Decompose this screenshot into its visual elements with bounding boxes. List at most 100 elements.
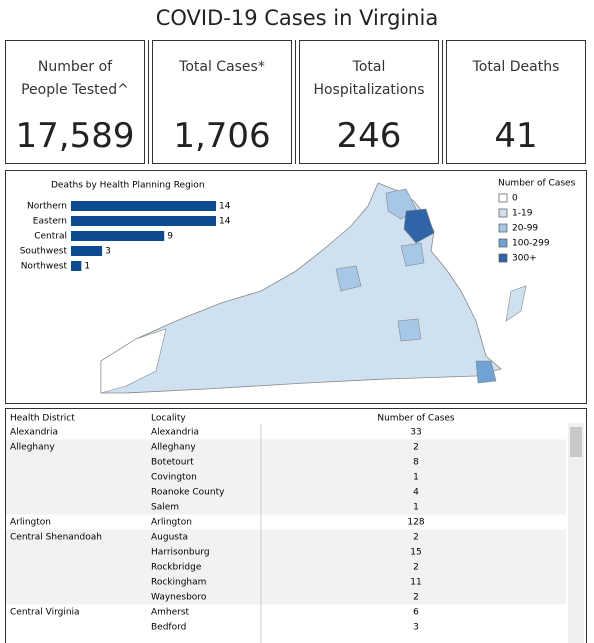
- kpi-card: Total Deaths 41: [446, 40, 586, 164]
- table-row: [6, 424, 566, 440]
- legend-swatch: [498, 223, 508, 233]
- table-cell: 4: [413, 488, 419, 498]
- table-cell: Waynesboro: [151, 593, 207, 603]
- map-region: [403, 208, 435, 244]
- map-region: [397, 318, 422, 342]
- table-cell: 11: [410, 578, 421, 588]
- column-header: Locality: [151, 414, 186, 424]
- bar-value-label: 3: [105, 247, 111, 257]
- table-cell: 15: [410, 548, 421, 558]
- kpi-label: Number of People Tested^: [21, 59, 129, 98]
- table-cell: Arlington: [10, 518, 51, 528]
- kpi-card: Number of People Tested^ 17,589: [5, 40, 145, 164]
- map-region: [335, 265, 362, 292]
- table-cell: Augusta: [151, 533, 188, 543]
- table-cell: Arlington: [151, 518, 192, 528]
- column-header: Number of Cases: [377, 414, 455, 424]
- table-cell: 1: [413, 503, 419, 513]
- table-cell: Bedford: [151, 623, 186, 633]
- bar: [71, 201, 216, 211]
- table-row: [6, 469, 566, 485]
- bar-category-label: Northern: [27, 202, 67, 212]
- table-cell: Salem: [151, 503, 179, 513]
- legend-swatch: [498, 208, 508, 218]
- table-cell: Harrisonburg: [151, 548, 210, 558]
- virginia-map: [100, 182, 502, 394]
- bar-value-label: 1: [84, 262, 90, 272]
- table-cell: Central Shenandoah: [10, 533, 102, 543]
- table-cell: Botetourt: [151, 458, 194, 468]
- table-cell: 2: [413, 443, 419, 453]
- table-cell: Amherst: [151, 608, 190, 618]
- kpi-label: Total Deaths: [472, 59, 560, 75]
- table-cell: Roanoke County: [151, 488, 225, 498]
- legend-label: 0: [512, 194, 518, 204]
- table-row: [6, 454, 566, 470]
- kpi-card: Total Hospitalizations 246: [299, 40, 439, 164]
- table-row: [6, 574, 566, 590]
- cases-table: Health District Locality Number of Cases Al…: [5, 408, 587, 643]
- table-cell: Alleghany: [10, 443, 55, 453]
- table-cell: Alexandria: [151, 428, 199, 438]
- bar-category-label: Southwest: [20, 247, 68, 257]
- map-region: [475, 360, 497, 384]
- table-row: [6, 514, 566, 530]
- table-cell: Rockbridge: [151, 563, 202, 573]
- table-cell: Rockingham: [151, 578, 206, 588]
- table-cell: 3: [413, 623, 419, 633]
- kpi-value: 1,706: [173, 116, 271, 156]
- scrollbar-thumb[interactable]: [570, 427, 582, 457]
- legend-label: 20-99: [512, 224, 538, 234]
- table-row: [6, 529, 566, 545]
- legend-label: 300+: [512, 254, 537, 264]
- kpi-label: Total Cases*: [179, 59, 265, 75]
- table-cell: 2: [413, 563, 419, 573]
- map-region: [100, 328, 167, 394]
- bar-value-label: 14: [219, 202, 231, 212]
- table-row: [6, 499, 566, 515]
- column-header: Health District: [10, 414, 75, 424]
- legend-swatch: [498, 193, 508, 203]
- table-cell: 128: [407, 518, 424, 528]
- table-cell: 2: [413, 593, 419, 603]
- table-row: [6, 484, 566, 500]
- table-cell: 2: [413, 533, 419, 543]
- table-cell: Alexandria: [10, 428, 58, 438]
- kpi-value: 41: [494, 116, 538, 156]
- table-row: [6, 619, 566, 635]
- table-cell: Covington: [151, 473, 197, 483]
- bar-category-label: Northwest: [21, 262, 68, 272]
- table-row: [6, 604, 566, 620]
- bar: [71, 246, 103, 256]
- table-cell: Alleghany: [151, 443, 196, 453]
- table-cell: Central Virginia: [10, 608, 80, 618]
- table-row: [6, 544, 566, 560]
- bar-category-label: Central: [34, 232, 67, 242]
- table-grid: Health District Locality Number of Cases Al…: [6, 414, 584, 643]
- bar-value-label: 9: [167, 232, 173, 242]
- map-panel: Deaths by Health Planning Region Number …: [5, 170, 587, 404]
- kpi-label: Total Hospitalizations: [313, 59, 425, 98]
- table-cell: 6: [413, 608, 419, 618]
- map-chart: Deaths by Health Planning Region Number …: [20, 179, 576, 394]
- bar-value-label: 14: [219, 217, 231, 227]
- map-region: [505, 285, 527, 322]
- table-cell: 1: [413, 473, 419, 483]
- legend-title: Number of Cases: [498, 179, 576, 189]
- bar-category-label: Eastern: [33, 217, 67, 227]
- bar: [71, 231, 165, 241]
- table-cell: 33: [410, 428, 421, 438]
- kpi-value: 17,589: [15, 116, 135, 156]
- bar: [71, 261, 82, 271]
- table-row: [6, 559, 566, 575]
- legend-label: 1-19: [512, 209, 533, 219]
- table-cell: 8: [413, 458, 419, 468]
- map-region: [400, 242, 425, 267]
- dashboard-title: COVID-19 Cases in Virginia: [155, 6, 439, 30]
- bar-chart-title: Deaths by Health Planning Region: [51, 181, 205, 191]
- kpi-value: 246: [336, 116, 402, 156]
- scrollbar-track[interactable]: [568, 423, 584, 643]
- legend-label: 100-299: [512, 239, 550, 249]
- table-row: [6, 439, 566, 455]
